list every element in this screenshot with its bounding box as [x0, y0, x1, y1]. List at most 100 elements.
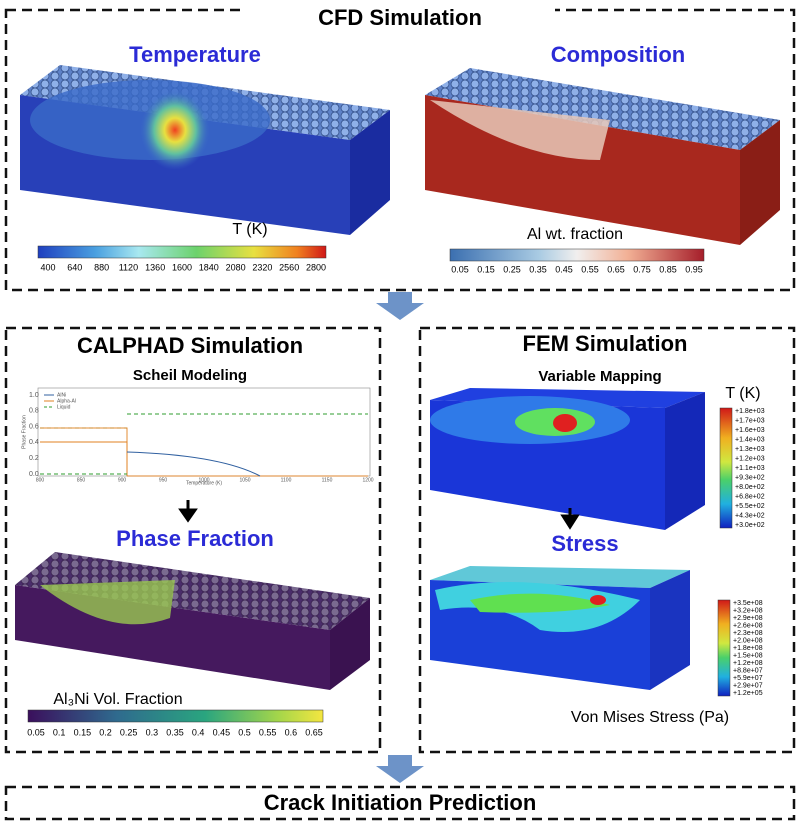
arrow: [178, 500, 198, 523]
tick-label: +2.0e+08: [733, 637, 763, 644]
tick-label: +1.7e+03: [735, 417, 765, 424]
arrow: [376, 755, 424, 783]
tick-label: +1.4e+03: [735, 436, 765, 443]
legend-label: Liquid: [57, 404, 71, 410]
tick-label: 2560: [279, 262, 299, 272]
tick-label: 0.95: [685, 264, 703, 274]
tick-label: +9.3e+02: [735, 474, 765, 481]
tick-label: 1840: [199, 262, 219, 272]
composition-title: Composition: [551, 42, 685, 67]
tick-label: 900: [118, 477, 127, 483]
tick-label: +1.2e+03: [735, 455, 765, 462]
temperature-title: Temperature: [129, 42, 261, 67]
calphad-title: CALPHAD Simulation: [77, 333, 303, 358]
tick-label: +1.2e+05: [733, 690, 763, 697]
tick-label: +5.5e+02: [735, 503, 765, 510]
y-axis-label: Phase Fraction: [21, 415, 27, 449]
phase-fraction-title: Phase Fraction: [116, 526, 274, 551]
tick-label: 0.5: [238, 727, 251, 737]
tick-label: 850: [77, 477, 86, 483]
tick-label: 0.35: [166, 727, 184, 737]
colorbar-label: Al₃Ni Vol. Fraction: [53, 691, 182, 708]
colorbar: [27, 709, 324, 723]
tick-label: +1.8e+08: [733, 645, 763, 652]
tick-label: +2.3e+08: [733, 630, 763, 637]
tick-label: +1.1e+03: [735, 465, 765, 472]
legend-label: AlNi: [57, 392, 66, 398]
tick-label: 0.2: [99, 727, 112, 737]
tick-label: 1360: [145, 262, 165, 272]
fem-title: FEM Simulation: [523, 331, 688, 356]
subtitle: Scheil Modeling: [133, 367, 247, 384]
tick-label: 0.75: [633, 264, 651, 274]
tick-label: 0.45: [555, 264, 573, 274]
tick-label: 1.0: [29, 392, 39, 399]
tick-label: 1000: [198, 477, 209, 483]
colorbar-label: T (K): [232, 221, 267, 238]
tick-label: +2.9e+07: [733, 682, 763, 689]
tick-label: +8.8e+07: [733, 667, 763, 674]
tick-label: 0.05: [27, 727, 45, 737]
tick-label: +1.3e+03: [735, 446, 765, 453]
tick-label: 0.25: [120, 727, 138, 737]
tick-label: 0.45: [213, 727, 231, 737]
tick-label: 0.6: [285, 727, 298, 737]
tick-label: 1050: [239, 477, 250, 483]
tick-label: +4.3e+02: [735, 512, 765, 519]
tick-label: 0.65: [305, 727, 323, 737]
calphad-box: [4, 326, 382, 754]
tick-label: +1.8e+03: [735, 408, 765, 415]
arrow: [560, 508, 580, 530]
tick-label: 0.05: [451, 264, 469, 274]
tick-label: 2800: [306, 262, 326, 272]
title-bg: [450, 333, 760, 361]
colorbar: [37, 245, 327, 259]
footer-title: Crack Initiation Prediction: [264, 790, 537, 815]
tick-label: +8.0e+02: [735, 484, 765, 491]
tick-label: +5.9e+07: [733, 675, 763, 682]
tick-label: 800: [36, 477, 45, 483]
phase-block: [15, 552, 370, 690]
tick-label: +2.6e+08: [733, 622, 763, 629]
tick-label: +1.2e+08: [733, 660, 763, 667]
tick-label: 0.6: [29, 423, 39, 430]
tick-label: 0.85: [659, 264, 677, 274]
tick-label: +2.9e+08: [733, 615, 763, 622]
colorbar: [719, 407, 733, 529]
colorbar-label: Von Mises Stress (Pa): [571, 709, 729, 726]
tick-label: 0.55: [581, 264, 599, 274]
footer-box: [4, 785, 796, 821]
tick-label: 880: [94, 262, 109, 272]
tick-label: 0.1: [53, 727, 66, 737]
subtitle: Variable Mapping: [538, 368, 661, 385]
tick-label: 1150: [322, 477, 333, 483]
scheil-plot: [37, 387, 371, 477]
title-bg: [245, 2, 555, 32]
colorbar-label: Al wt. fraction: [527, 226, 623, 243]
temperature-block: [20, 65, 390, 235]
colorbar-label: T (K): [725, 385, 760, 402]
tick-label: 640: [67, 262, 82, 272]
tick-label: 1100: [281, 477, 292, 483]
fem-stress-block: [430, 566, 690, 690]
stress-title: Stress: [551, 531, 618, 556]
tick-label: +1.5e+08: [733, 652, 763, 659]
colorbar: [449, 248, 705, 262]
tick-label: +3.0e+02: [735, 522, 765, 529]
tick-label: 0.15: [477, 264, 495, 274]
tick-label: 0.8: [29, 408, 39, 415]
tick-label: 2320: [252, 262, 272, 272]
tick-label: 0.25: [503, 264, 521, 274]
composition-block: [425, 68, 780, 245]
tick-label: +3.2e+08: [733, 607, 763, 614]
x-axis-label: Temperature (K): [186, 480, 222, 486]
tick-label: +6.8e+02: [735, 493, 765, 500]
tick-label: +3.5e+08: [733, 600, 763, 607]
tick-label: 0.2: [29, 455, 39, 462]
title-bg: [20, 333, 360, 361]
tick-label: +1.6e+03: [735, 427, 765, 434]
legend-label: Alpha-Al: [57, 398, 76, 404]
fem-box: [418, 326, 796, 754]
tick-label: 0.4: [192, 727, 205, 737]
